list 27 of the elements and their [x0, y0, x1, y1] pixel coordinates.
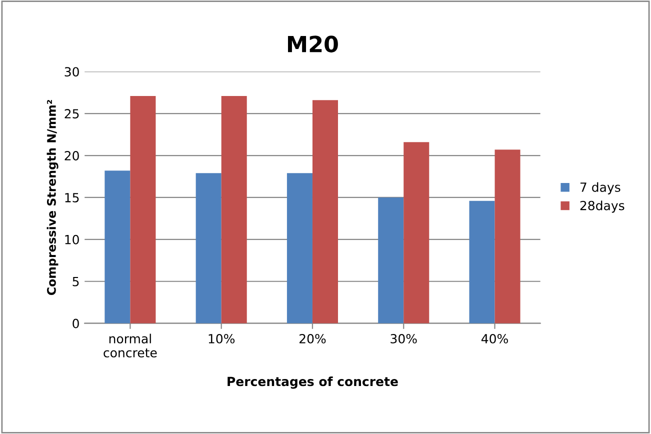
y-tick-label: 15 [65, 193, 79, 202]
y-tick-label: 30 [64, 67, 79, 77]
y-tick-label: 25 [64, 109, 79, 118]
bar [286, 173, 312, 324]
bar [404, 142, 430, 324]
bar [130, 96, 156, 324]
bar [312, 100, 338, 324]
legend-label: 7 days [580, 182, 620, 194]
x-tick-label: 20% [300, 334, 326, 344]
y-tick-label: 0 [72, 318, 79, 328]
x-tick-label: 10% [208, 334, 235, 344]
bar [221, 96, 247, 324]
x-tick-label: 40% [481, 334, 508, 344]
bar [196, 173, 222, 324]
x-tick-label: normal concrete [104, 334, 157, 358]
bar [378, 197, 404, 324]
y-tick-label: 10 [65, 234, 79, 244]
legend-label: 28days [580, 200, 624, 213]
bar [104, 170, 130, 324]
y-tick-label: 20 [64, 150, 79, 160]
bar [469, 200, 495, 324]
chart-title: M20 [288, 36, 338, 52]
x-axis-title: Percentages of concrete [228, 376, 398, 389]
bar [494, 150, 520, 324]
y-axis-title: Compressive Strength N/mm² [46, 100, 58, 295]
y-tick-label: 5 [72, 277, 79, 286]
x-tick-label: 30% [390, 334, 417, 344]
